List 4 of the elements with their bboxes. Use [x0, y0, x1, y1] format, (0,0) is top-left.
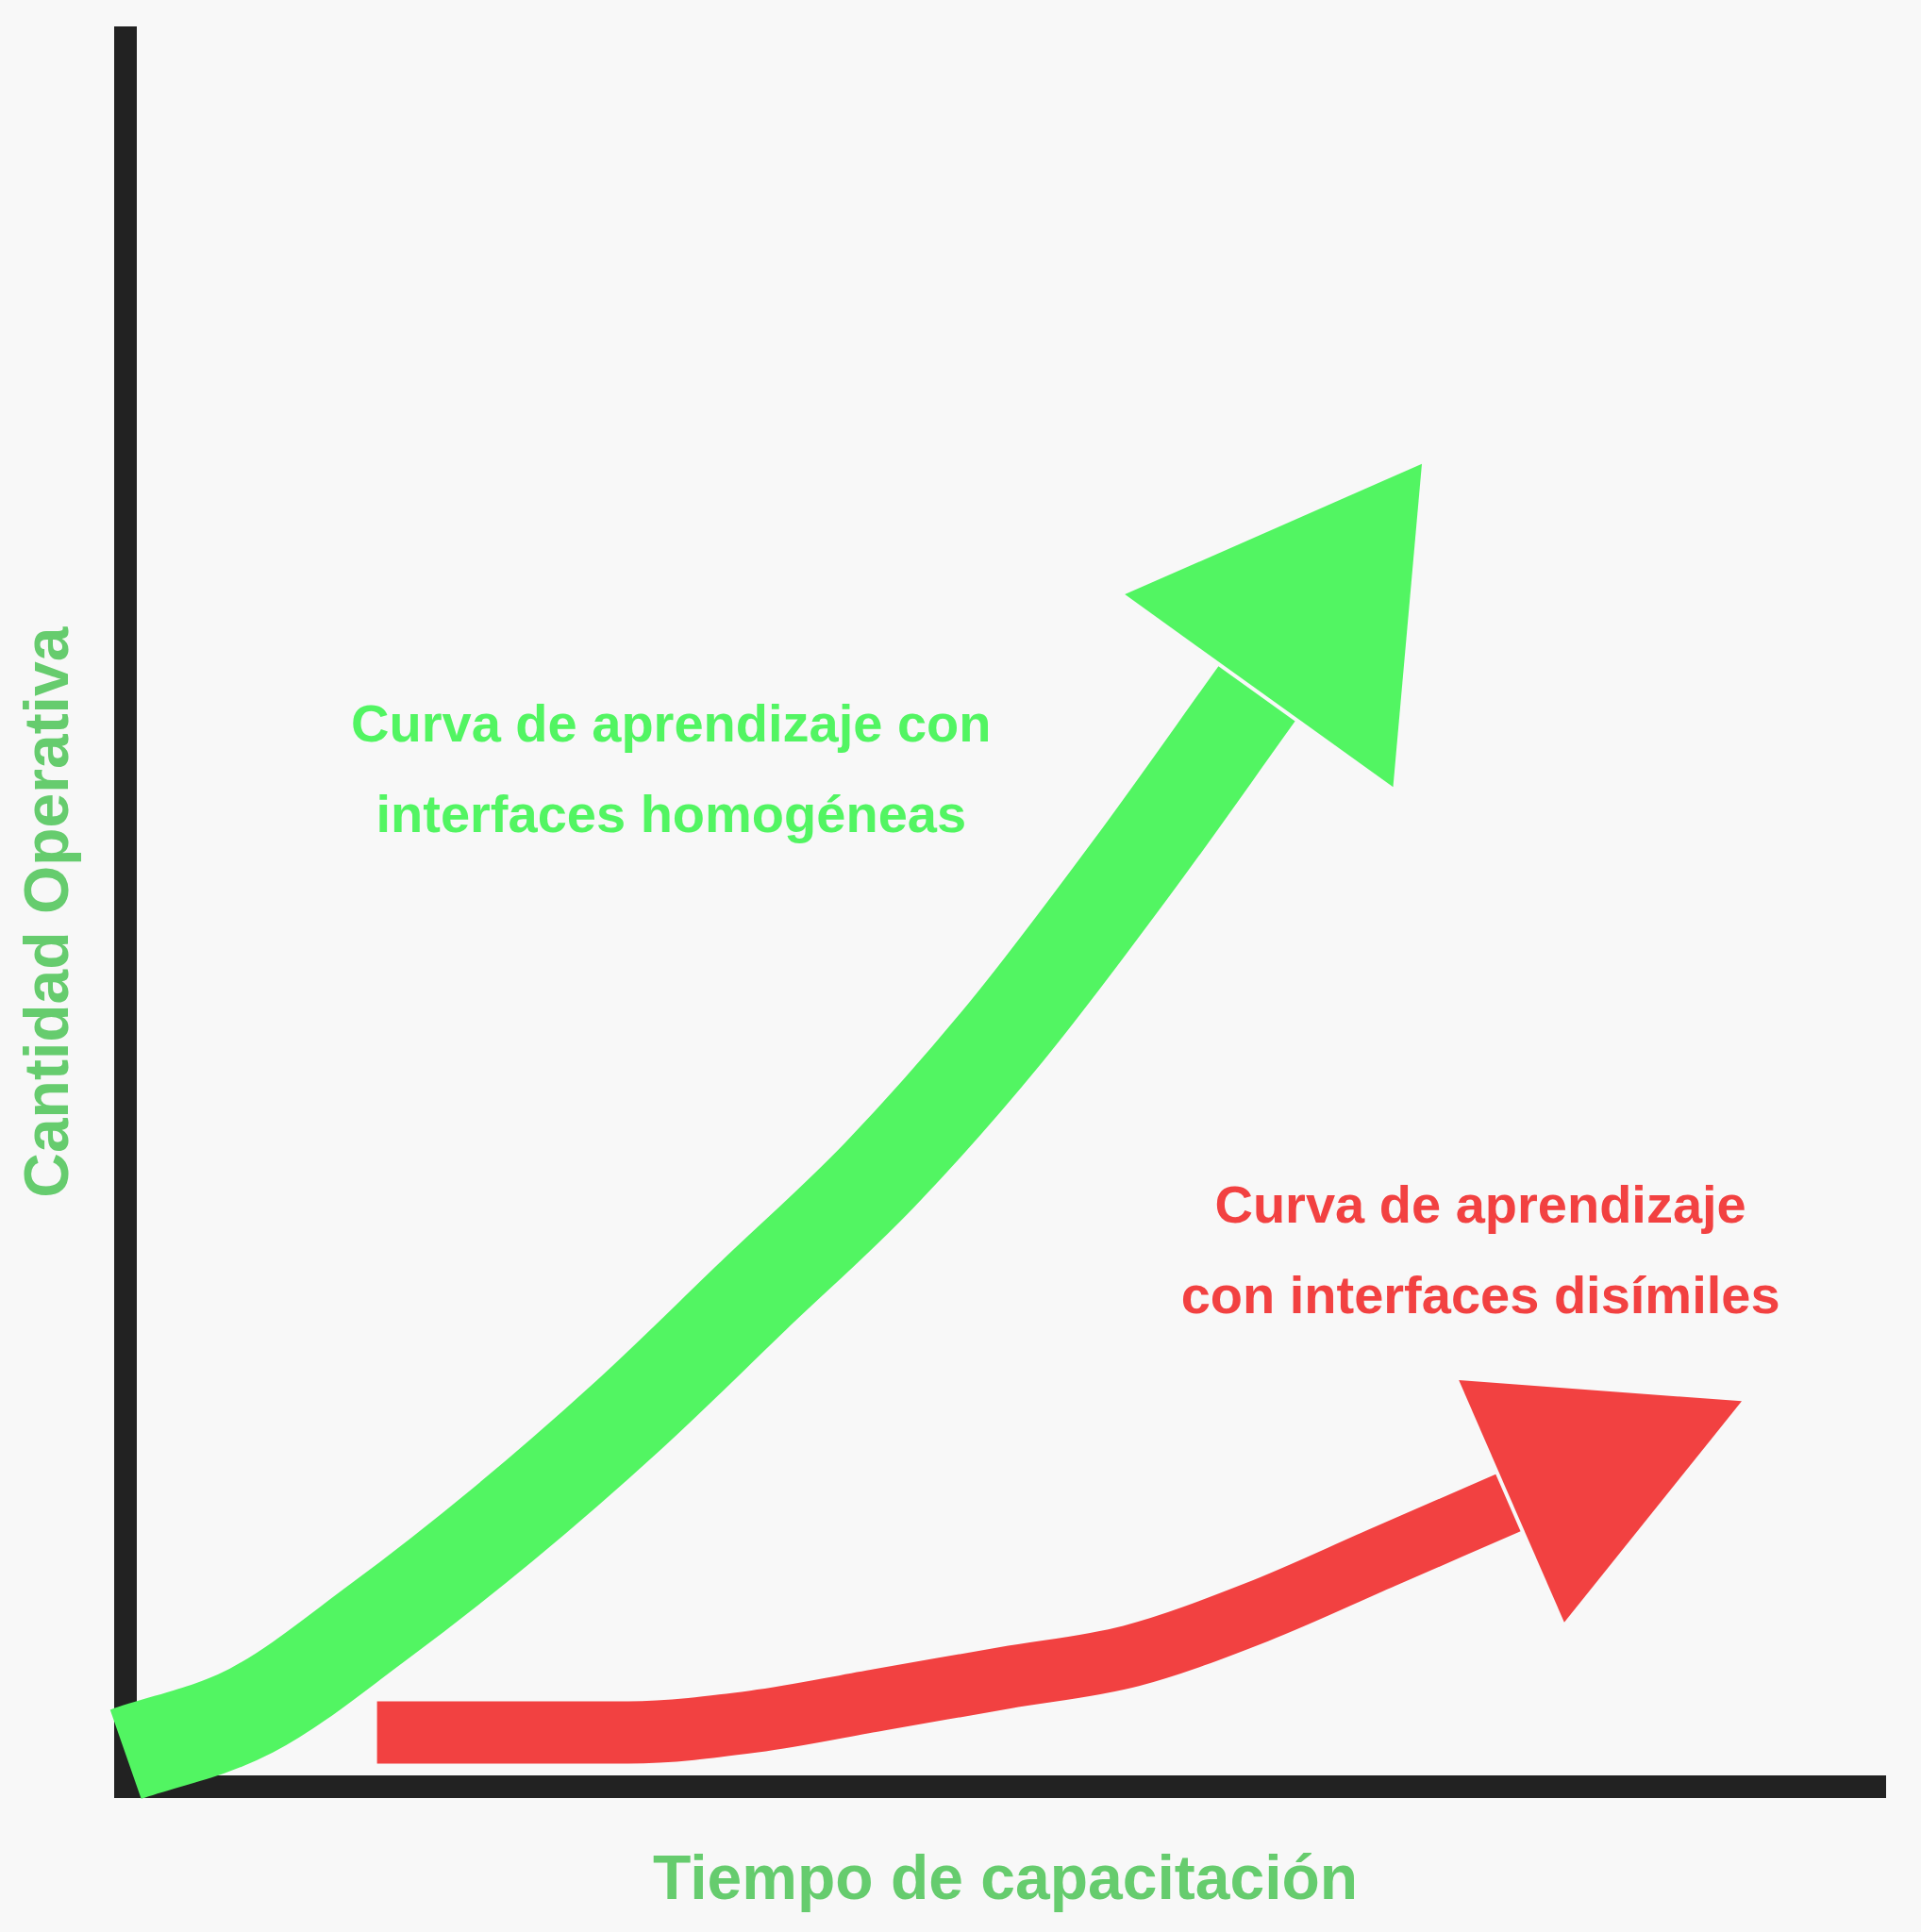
x-axis-title: Tiempo de capacitación [653, 1841, 1359, 1912]
y-axis-title: Cantidad Operativa [10, 625, 81, 1198]
text: Curva de aprendizaje con interfaces homogéneas [351, 693, 992, 844]
text: Curva de aprendizaje con interfaces disímiles [1180, 1174, 1780, 1325]
